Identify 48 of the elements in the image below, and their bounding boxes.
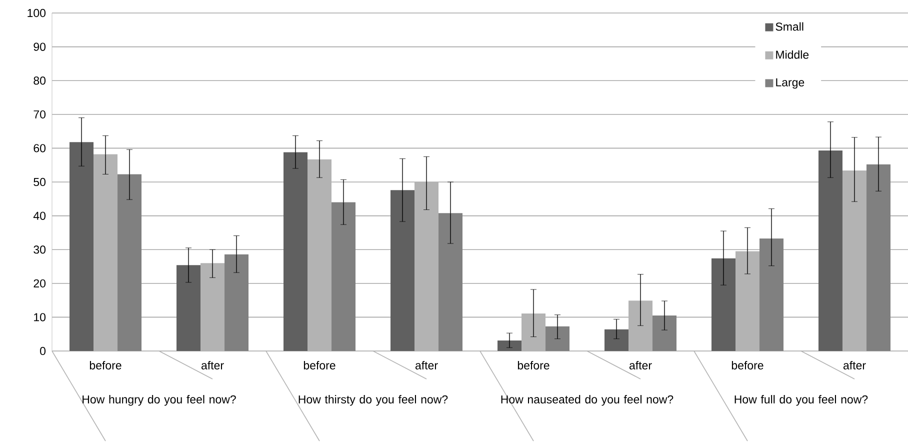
text: How nauseated do you feel now?	[501, 395, 674, 406]
y-tick-label: 100	[28, 8, 46, 18]
bar	[284, 152, 308, 351]
bar	[118, 174, 142, 351]
x-tick-label: before	[90, 361, 122, 370]
legend-label: Large	[776, 78, 804, 89]
bar	[735, 251, 760, 351]
legend-label: Middle	[776, 50, 809, 59]
text: How hungry do you feel now?	[82, 395, 236, 406]
x-tick-label: after	[415, 361, 438, 370]
x-tick-label: after	[201, 361, 224, 370]
y-tick-label: 10	[34, 313, 46, 322]
x-tick-label: after	[843, 361, 866, 370]
bar	[94, 154, 118, 351]
y-tick-label: 70	[34, 110, 46, 118]
bar	[498, 340, 522, 351]
bar	[866, 164, 890, 351]
bar	[176, 265, 201, 351]
y-tick-label: 40	[33, 212, 46, 220]
y-tick-label: 0	[40, 346, 46, 356]
y-tick-label: 90	[34, 42, 46, 51]
text: How thirsty do you feel now?	[298, 395, 448, 406]
bar	[414, 182, 438, 351]
bar	[604, 329, 628, 351]
y-tick-label: 20	[34, 279, 46, 288]
bar	[652, 316, 676, 351]
bar	[70, 142, 94, 351]
y-tick-label: 80	[34, 76, 46, 85]
bar	[438, 213, 462, 351]
bar	[818, 150, 842, 351]
x-tick-label: after	[629, 361, 652, 370]
y-tick-label: 50	[34, 178, 46, 186]
text: How full do you feel now?	[734, 395, 868, 406]
bar	[308, 159, 332, 351]
y-tick-label: 60	[34, 144, 46, 152]
x-tick-label: before	[518, 361, 550, 370]
bar	[332, 202, 356, 351]
y-tick-label: 30	[34, 246, 46, 254]
bar	[224, 254, 249, 351]
bar	[200, 263, 225, 351]
bar	[390, 190, 414, 351]
bar	[759, 238, 784, 351]
x-tick-label: before	[732, 361, 764, 370]
bar	[628, 300, 652, 351]
bar	[711, 258, 736, 351]
x-tick-label: before	[304, 361, 336, 370]
bar	[842, 170, 866, 351]
legend-label: Small	[776, 22, 804, 31]
